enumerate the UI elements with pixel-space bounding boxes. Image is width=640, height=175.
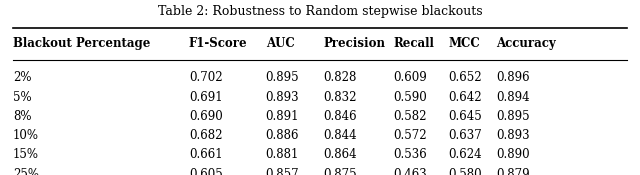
Text: 10%: 10% (13, 129, 39, 142)
Text: 0.881: 0.881 (266, 148, 299, 161)
Text: Table 2: Robustness to Random stepwise blackouts: Table 2: Robustness to Random stepwise b… (157, 5, 483, 18)
Text: 0.890: 0.890 (496, 148, 530, 161)
Text: 0.893: 0.893 (496, 129, 530, 142)
Text: 0.886: 0.886 (266, 129, 299, 142)
Text: 2%: 2% (13, 71, 31, 84)
Text: 0.637: 0.637 (448, 129, 482, 142)
Text: 0.682: 0.682 (189, 129, 222, 142)
Text: 8%: 8% (13, 110, 31, 123)
Text: 0.846: 0.846 (323, 110, 357, 123)
Text: 0.652: 0.652 (448, 71, 482, 84)
Text: Blackout Percentage: Blackout Percentage (13, 37, 150, 50)
Text: 0.828: 0.828 (323, 71, 356, 84)
Text: 0.642: 0.642 (448, 91, 482, 104)
Text: 0.580: 0.580 (448, 168, 482, 175)
Text: 0.645: 0.645 (448, 110, 482, 123)
Text: Precision: Precision (323, 37, 385, 50)
Text: 0.572: 0.572 (394, 129, 428, 142)
Text: 0.590: 0.590 (394, 91, 428, 104)
Text: 0.896: 0.896 (496, 71, 530, 84)
Text: 0.582: 0.582 (394, 110, 427, 123)
Text: 25%: 25% (13, 168, 39, 175)
Text: 0.857: 0.857 (266, 168, 300, 175)
Text: F1-Score: F1-Score (189, 37, 248, 50)
Text: Accuracy: Accuracy (496, 37, 556, 50)
Text: AUC: AUC (266, 37, 294, 50)
Text: 15%: 15% (13, 148, 39, 161)
Text: 0.605: 0.605 (189, 168, 223, 175)
Text: 0.864: 0.864 (323, 148, 357, 161)
Text: 0.690: 0.690 (189, 110, 223, 123)
Text: 0.661: 0.661 (189, 148, 223, 161)
Text: 0.691: 0.691 (189, 91, 223, 104)
Text: 0.879: 0.879 (496, 168, 530, 175)
Text: 0.624: 0.624 (448, 148, 482, 161)
Text: 0.844: 0.844 (323, 129, 357, 142)
Text: 0.832: 0.832 (323, 91, 356, 104)
Text: 5%: 5% (13, 91, 31, 104)
Text: 0.702: 0.702 (189, 71, 223, 84)
Text: 0.609: 0.609 (394, 71, 428, 84)
Text: 0.894: 0.894 (496, 91, 530, 104)
Text: 0.895: 0.895 (266, 71, 300, 84)
Text: 0.463: 0.463 (394, 168, 428, 175)
Text: 0.536: 0.536 (394, 148, 428, 161)
Text: 0.891: 0.891 (266, 110, 299, 123)
Text: 0.895: 0.895 (496, 110, 530, 123)
Text: 0.893: 0.893 (266, 91, 300, 104)
Text: Recall: Recall (394, 37, 435, 50)
Text: 0.875: 0.875 (323, 168, 357, 175)
Text: MCC: MCC (448, 37, 480, 50)
